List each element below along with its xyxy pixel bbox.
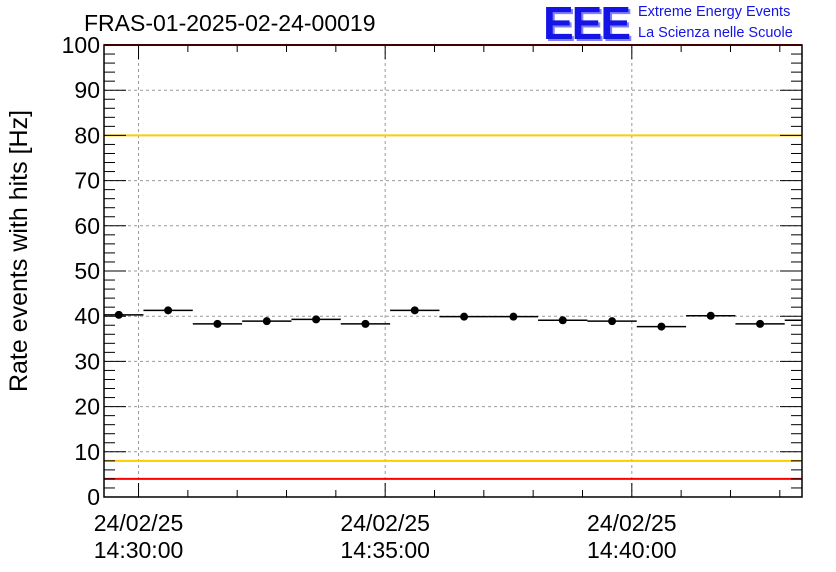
- data-point: [608, 317, 617, 326]
- x-tick-date: 24/02/25: [94, 510, 184, 536]
- y-tick-label: 50: [74, 258, 100, 284]
- data-point: [361, 319, 370, 328]
- axis-ticks: [104, 44, 802, 498]
- y-tick-label: 100: [62, 32, 100, 58]
- data-point: [312, 315, 321, 324]
- data-point: [756, 319, 765, 328]
- logo-line-1: Extreme Energy Events: [638, 4, 791, 20]
- y-tick-label: 0: [87, 484, 100, 510]
- data-point: [706, 311, 715, 320]
- x-tick-time: 14:35:00: [340, 537, 430, 563]
- x-tick-date: 24/02/25: [587, 510, 677, 536]
- y-tick-label: 80: [74, 122, 100, 148]
- data-point: [460, 312, 469, 321]
- y-axis-label: Rate events with hits [Hz]: [5, 110, 33, 392]
- data-point: [213, 319, 222, 328]
- data-point: [509, 312, 518, 321]
- y-tick-label: 40: [74, 303, 100, 329]
- eee-logo: EEE Extreme Energy Events La Scienza nel…: [543, 0, 833, 49]
- y-tick-label: 60: [74, 213, 100, 239]
- data-point: [410, 306, 419, 315]
- grid-lines: [104, 45, 802, 497]
- run-title: FRAS-01-2025-02-24-00019: [84, 10, 376, 36]
- x-tick-time: 14:30:00: [94, 537, 184, 563]
- eee-logo-mark: EEE: [543, 0, 631, 49]
- data-point: [805, 316, 813, 324]
- data-points: [104, 306, 813, 331]
- y-tick-label: 10: [74, 439, 100, 465]
- y-tick-label: 20: [74, 394, 100, 420]
- x-tick-time: 14:40:00: [587, 537, 677, 563]
- x-tick-date: 24/02/25: [340, 510, 430, 536]
- logo-line-2: La Scienza nelle Scuole: [638, 25, 793, 41]
- data-point: [114, 310, 123, 319]
- tick-labels: 010203040506070809010024/02/2514:30:0024…: [62, 32, 677, 563]
- data-point: [262, 317, 271, 326]
- y-tick-label: 30: [74, 348, 100, 374]
- data-point: [657, 322, 666, 331]
- data-point: [164, 306, 173, 315]
- y-tick-label: 70: [74, 168, 100, 194]
- y-tick-label: 90: [74, 77, 100, 103]
- data-point: [558, 316, 567, 325]
- reference-lines: [104, 44, 802, 480]
